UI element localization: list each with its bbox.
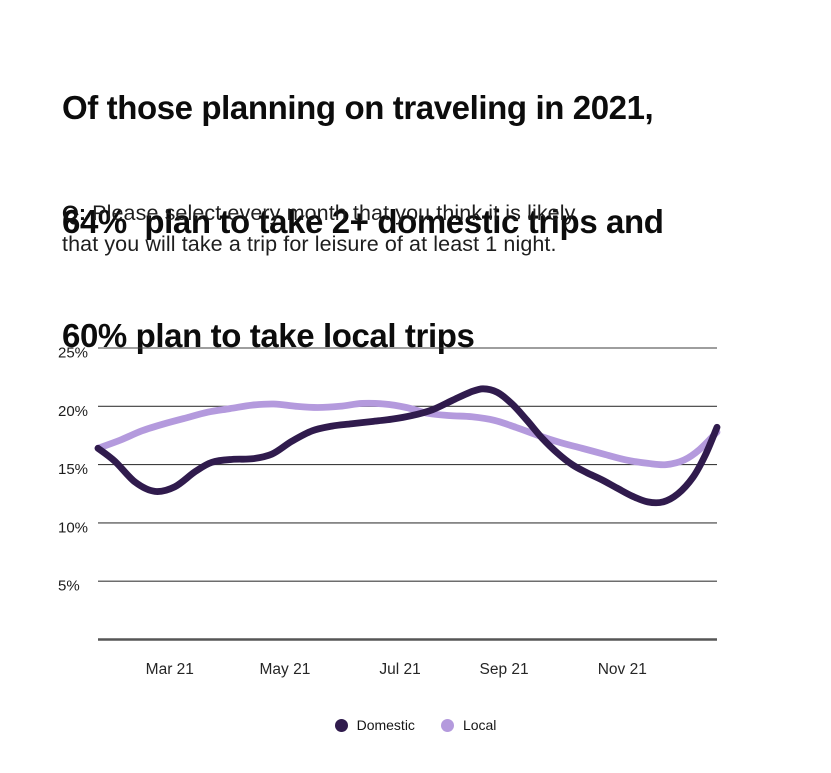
x-tick-label: Sep 21 [479,661,528,678]
x-tick-label: Nov 21 [598,661,647,678]
page-title-line-1: Of those planning on traveling in 2021, [62,89,654,126]
page-title: Of those planning on traveling in 2021, … [62,13,762,393]
y-tick-label: 25% [58,345,88,362]
legend-label-local: Local [462,717,497,733]
y-tick-label: 10% [58,519,88,536]
y-tick-label: 20% [58,403,88,420]
y-tick-label: 5% [58,578,80,595]
x-tick-label: May 21 [260,661,311,678]
question-prefix: Q: [62,201,87,225]
trend-chart-svg: 25% 20% 15% 10% 5% Mar 21 May 21 Jul 21 Sep 21 No… [58,345,721,678]
survey-question-line-2: that you will take a trip for leisure of… [62,232,557,256]
survey-question-line-1: Q: Please select every month that you th… [62,198,722,229]
page-title-line-2: 64% plan to take 2+ domestic trips and [62,203,664,240]
y-tick-label: 15% [58,461,88,478]
series-line-local [94,399,721,469]
question-text: Please select every month that you think… [86,201,576,225]
legend-label-domestic: Domestic [356,717,415,733]
legend-dot-domestic-icon [334,718,348,732]
survey-question: Q: Please select every month that you th… [62,198,722,260]
x-tick-label: Mar 21 [146,661,194,678]
legend-dot-local-icon [440,718,454,732]
x-tick-label: Jul 21 [379,661,420,678]
legend-item-domestic: Domestic [334,717,415,733]
chart-legend: Domestic Local [0,717,831,733]
trend-chart: 25% 20% 15% 10% 5% Mar 21 May 21 Jul 21 Sep 21 No… [0,300,831,690]
series-line-domestic [94,385,721,507]
legend-item-local: Local [440,717,497,733]
